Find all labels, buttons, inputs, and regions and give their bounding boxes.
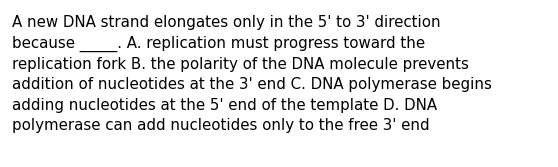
Text: A new DNA strand elongates only in the 5' to 3' direction
because _____. A. repl: A new DNA strand elongates only in the 5… bbox=[12, 15, 492, 133]
